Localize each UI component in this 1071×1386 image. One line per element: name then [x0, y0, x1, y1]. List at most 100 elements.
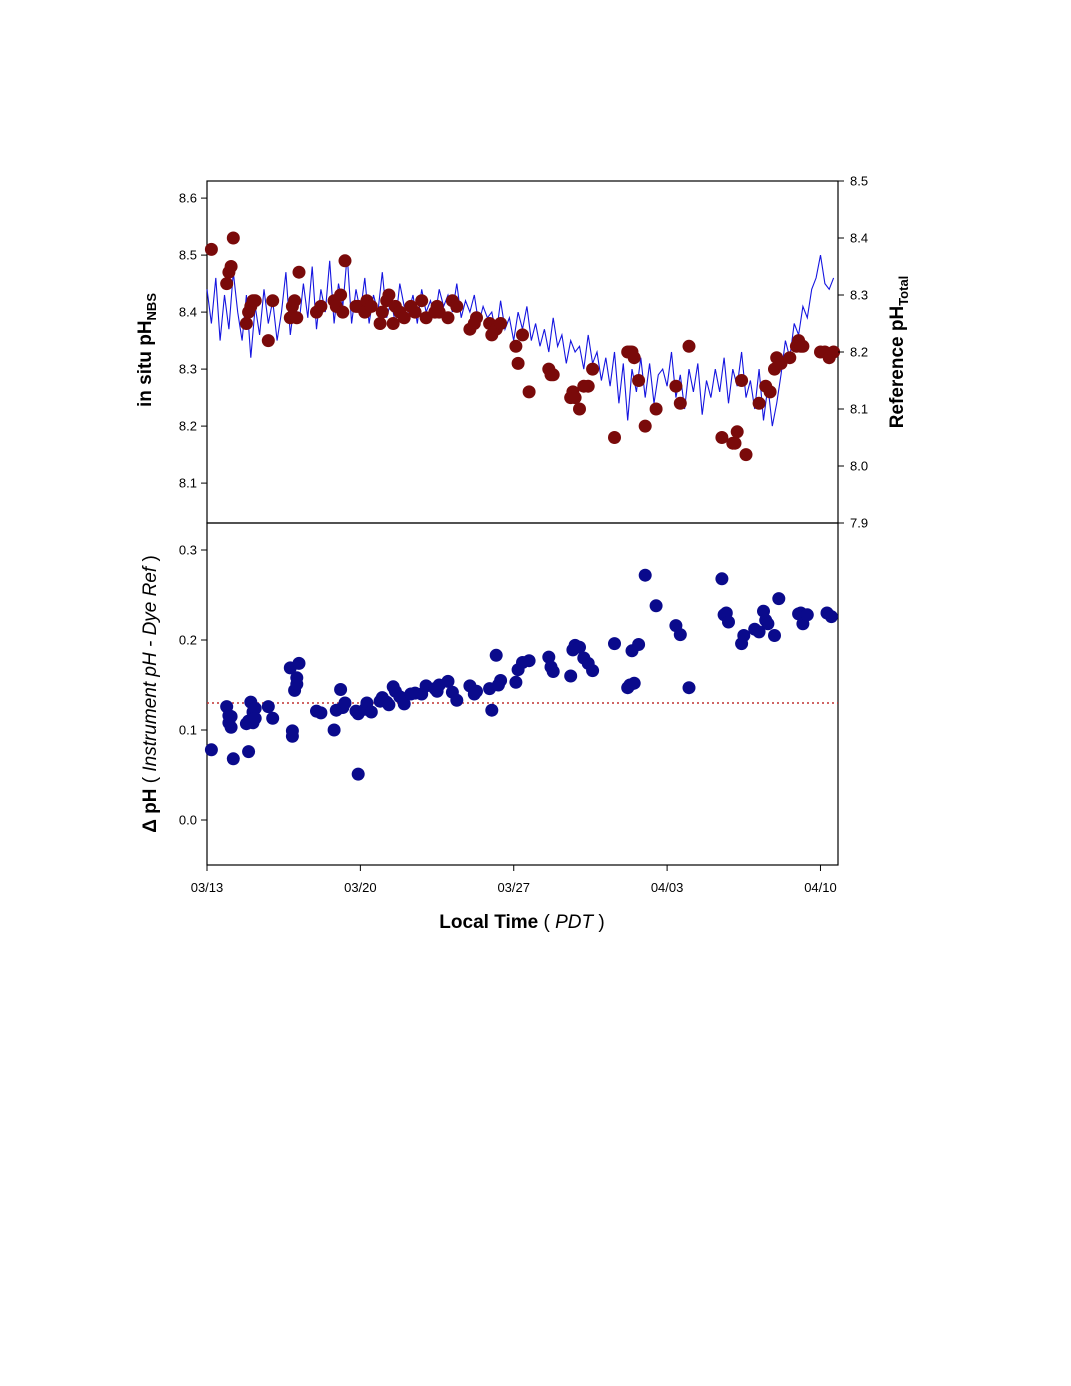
- reference-ph-point: [763, 385, 777, 399]
- delta-ph-point: [564, 669, 578, 683]
- delta-ph-point: [285, 729, 299, 743]
- top-right-tick-label: 8.4: [850, 231, 868, 246]
- reference-ph-point: [715, 431, 729, 444]
- delta-ph-point: [522, 654, 536, 668]
- bottom-left-axis-label: Δ pH ( Instrument pH - Dye Ref ): [140, 555, 161, 833]
- delta-ph-point: [450, 693, 464, 707]
- delta-ph-point: [638, 568, 652, 582]
- reference-ph-point: [375, 305, 389, 319]
- top-right-axis-label-sub: Total: [896, 276, 911, 306]
- delta-ph-point: [441, 674, 455, 688]
- reference-ph-point: [334, 288, 348, 302]
- reference-ph-point: [239, 317, 253, 330]
- top-left-tick-label: 8.1: [179, 476, 197, 491]
- delta-ph-point: [573, 640, 586, 654]
- delta-ph-point: [351, 767, 365, 781]
- delta-ph-point: [266, 711, 280, 725]
- reference-ph-point: [649, 402, 663, 416]
- reference-ph-point: [415, 294, 429, 308]
- reference-ph-point: [441, 311, 455, 325]
- x-tick-label: 03/27: [497, 880, 530, 895]
- reference-ph-point: [266, 294, 280, 308]
- reference-ph-point: [682, 339, 696, 353]
- reference-ph-point: [752, 396, 766, 410]
- reference-ph-point: [586, 362, 600, 376]
- bottom-left-tick-label: 0.2: [179, 633, 197, 648]
- delta-ph-point: [649, 599, 663, 613]
- reference-ph-point: [827, 345, 841, 359]
- top-left-axis-label-sub: NBS: [144, 293, 159, 321]
- reference-ph-point: [288, 294, 302, 308]
- top-left-tick-label: 8.3: [179, 362, 197, 377]
- delta-ph-point: [673, 628, 687, 642]
- delta-ph-point: [632, 638, 646, 651]
- reference-ph-point: [669, 379, 683, 393]
- delta-ph-point: [382, 698, 396, 712]
- delta-ph-point: [768, 629, 781, 642]
- bottom-axis-label-close: ): [140, 555, 161, 567]
- x-tick-label: 04/03: [651, 880, 684, 895]
- top-right-tick-label: 8.5: [850, 174, 868, 189]
- bottom-panel: 0.0 0.1 0.2 0.3 03/13 03/20 03/27 04/03 04/10: [179, 522, 839, 895]
- reference-ph-point: [248, 294, 262, 308]
- delta-ph-point: [546, 665, 560, 678]
- reference-ph-point: [408, 305, 422, 319]
- delta-ph-point: [824, 610, 838, 624]
- reference-ph-point: [373, 317, 387, 330]
- reference-ph-point: [494, 317, 508, 330]
- delta-ph-point: [397, 697, 411, 711]
- insitu-ph-line: [206, 254, 835, 427]
- reference-ph-point: [450, 299, 464, 313]
- reference-ph-point: [627, 351, 641, 365]
- delta-ph-point: [761, 617, 775, 631]
- bottom-left-tick-label: 0.3: [179, 543, 197, 558]
- delta-ph-point: [470, 684, 483, 698]
- delta-ph-point: [338, 696, 352, 710]
- reference-ph-point: [220, 277, 234, 291]
- reference-ph-point: [509, 339, 523, 353]
- reference-ph-point: [224, 260, 238, 273]
- delta-ph-point: [772, 592, 786, 606]
- reference-ph-point: [226, 231, 240, 245]
- reference-ph-point: [261, 334, 275, 348]
- reference-ph-point: [638, 419, 652, 433]
- reference-ph-point: [632, 374, 646, 387]
- delta-ph-point: [261, 700, 275, 714]
- reference-ph-point: [516, 328, 529, 342]
- reference-ph-point: [796, 339, 810, 353]
- bottom-axis-label-open: (: [140, 772, 161, 784]
- reference-ph-point: [397, 311, 411, 325]
- delta-ph-point: [327, 723, 341, 737]
- bottom-panel-frame: [206, 522, 839, 866]
- top-right-tick-label: 7.9: [850, 516, 868, 531]
- reference-ph-point: [546, 368, 560, 382]
- delta-ph-point: [800, 608, 814, 622]
- top-right-tick-label: 8.0: [850, 459, 868, 474]
- delta-ph-point: [491, 678, 505, 692]
- bottom-left-tick-label: 0.1: [179, 723, 197, 738]
- top-left-tick-label: 8.6: [179, 191, 197, 206]
- delta-ph-point: [682, 681, 696, 695]
- reference-ph-point: [783, 351, 797, 365]
- delta-ph-point: [752, 625, 766, 639]
- bottom-axis-label-italic: Instrument pH - Dye Ref: [140, 565, 161, 772]
- x-tick-label: 04/10: [804, 880, 837, 895]
- top-left-tick-label: 8.5: [179, 248, 197, 263]
- top-right-axis-label: Reference pHTotal: [887, 276, 911, 429]
- reference-ph-point: [314, 299, 328, 313]
- top-right-tick-label: 8.3: [850, 288, 868, 303]
- delta-ph-point: [485, 703, 499, 717]
- reference-ph-point: [511, 356, 525, 370]
- reference-ph-point: [673, 396, 687, 410]
- reference-ph-point: [290, 311, 304, 325]
- delta-ph-point: [334, 683, 348, 696]
- delta-ph-point: [722, 615, 735, 629]
- reference-ph-point: [336, 305, 350, 319]
- delta-ph-point: [226, 752, 240, 766]
- reference-ph-point: [470, 311, 483, 325]
- top-left-tick-label: 8.2: [179, 419, 197, 434]
- x-tick-label: 03/20: [344, 880, 377, 895]
- reference-ph-point: [382, 288, 396, 302]
- x-axis-label: Local Time ( PDT ): [439, 912, 604, 933]
